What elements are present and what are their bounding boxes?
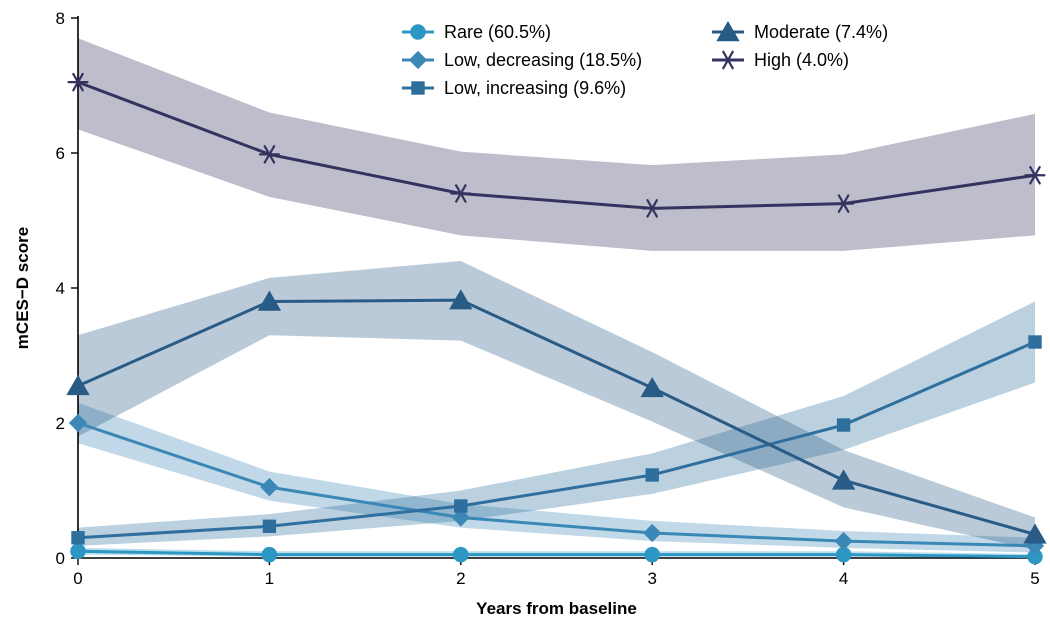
x-tick-label: 3 — [647, 569, 656, 588]
marker-rare — [645, 548, 659, 562]
x-tick-label: 2 — [456, 569, 465, 588]
x-tick-label: 1 — [265, 569, 274, 588]
y-tick-label: 2 — [56, 414, 65, 433]
x-tick-label: 4 — [839, 569, 848, 588]
legend-item-low_inc: Low, increasing (9.6%) — [402, 78, 626, 98]
marker-low_inc — [72, 532, 84, 544]
marker-low_inc — [838, 419, 850, 431]
legend-item-high: High (4.0%) — [712, 50, 849, 70]
marker-low_inc — [263, 520, 275, 532]
legend-label: Moderate (7.4%) — [754, 22, 888, 42]
marker-rare — [454, 548, 468, 562]
x-axis-label: Years from baseline — [476, 599, 637, 618]
line-chart: 0 2 4 6 8 0 1 2 3 4 5 mCES−D score Years from baseli… — [0, 0, 1050, 628]
legend-label: Rare (60.5%) — [444, 22, 551, 42]
ci-band-high — [78, 38, 1035, 251]
marker-rare — [262, 548, 276, 562]
legend-label: Low, increasing (9.6%) — [444, 78, 626, 98]
legend-label: Low, decreasing (18.5%) — [444, 50, 642, 70]
legend-item-low_dec: Low, decreasing (18.5%) — [402, 50, 642, 70]
y-tick-label: 4 — [56, 279, 65, 298]
y-tick-label: 6 — [56, 144, 65, 163]
y-tick-label: 8 — [56, 9, 65, 28]
x-tick-label: 5 — [1030, 569, 1039, 588]
marker-low_inc — [1029, 336, 1041, 348]
marker-rare — [71, 544, 85, 558]
chart-container: { "chart": { "type": "line", "width": 10… — [0, 0, 1050, 628]
x-tick-label: 0 — [73, 569, 82, 588]
y-axis-label: mCES−D score — [13, 227, 32, 349]
y-tick-label: 0 — [56, 549, 65, 568]
legend-label: High (4.0%) — [754, 50, 849, 70]
marker-low_inc — [646, 469, 658, 481]
marker-low_inc — [455, 500, 467, 512]
legend-item-moderate: Moderate (7.4%) — [712, 22, 888, 42]
legend-item-rare: Rare (60.5%) — [402, 22, 551, 42]
